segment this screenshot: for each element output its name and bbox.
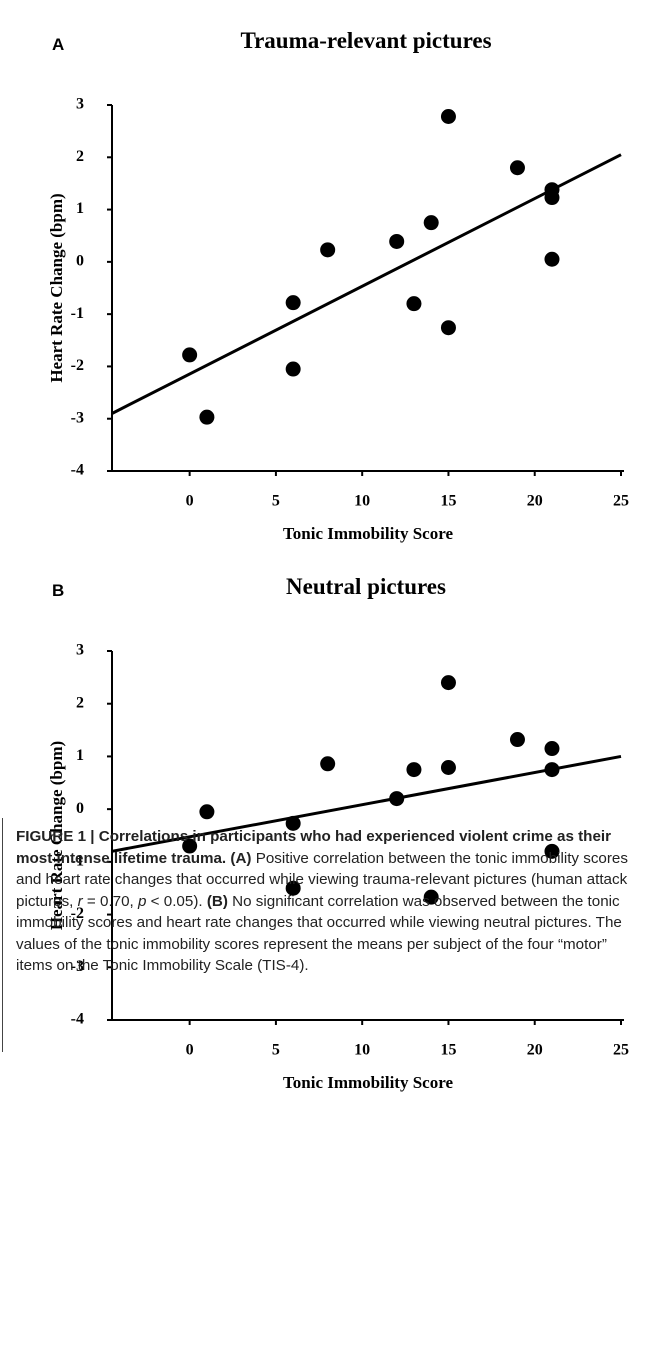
panel-label: B <box>52 581 64 600</box>
x-tick-label: 20 <box>527 1042 543 1059</box>
y-tick-label: -2 <box>71 357 84 374</box>
caption: FIGURE 1 | Correlations in participants … <box>16 826 646 977</box>
point <box>320 242 336 258</box>
point <box>440 320 456 336</box>
caption-text: Positive correlation between the tonic i… <box>16 849 628 910</box>
y-tick-label: 0 <box>76 253 84 270</box>
chart-title: Trauma-relevant pictures <box>240 28 491 53</box>
x-axis-label: Tonic Immobility Score <box>283 1073 453 1092</box>
y-tick-label: 3 <box>76 96 84 113</box>
point <box>199 804 215 820</box>
caption-text: p <box>138 892 147 910</box>
point <box>199 409 215 425</box>
caption-text: (A) <box>230 849 252 867</box>
caption-text: = 0.70, <box>82 892 138 910</box>
y-tick-label: -1 <box>71 305 84 322</box>
point <box>285 880 301 896</box>
point <box>182 838 198 854</box>
y-tick-label: 2 <box>76 148 84 165</box>
y-axis-label: Heart Rate Change (bpm) <box>47 741 66 930</box>
x-axis-label: Tonic Immobility Score <box>283 524 453 543</box>
point <box>509 732 525 748</box>
x-tick-label: 0 <box>186 1042 194 1059</box>
panel-label: A <box>52 35 64 54</box>
point <box>389 791 405 807</box>
point <box>285 815 301 831</box>
point <box>406 296 422 312</box>
y-axis-label: Heart Rate Change (bpm) <box>47 193 66 382</box>
point <box>423 215 439 231</box>
point <box>544 741 560 757</box>
y-tick-label: -1 <box>71 853 84 870</box>
point <box>440 675 456 691</box>
figure: A Trauma-relevant pictures -4 -3 -2 -1 0 1 2 3 0 5 1… <box>47 28 629 1092</box>
caption-text: No significant correlation was observed … <box>16 892 622 975</box>
caption-text: FIGURE 1 | Correlations in participants … <box>16 828 612 867</box>
x-tick-label: 0 <box>186 493 194 510</box>
point <box>285 295 301 311</box>
y-tick-label: -4 <box>71 1011 84 1028</box>
x-tick-label: 10 <box>354 1042 370 1059</box>
caption-text: (B) <box>206 892 228 910</box>
x-tick-label: 25 <box>613 1042 629 1059</box>
point <box>423 889 439 905</box>
x-tick-label: 15 <box>440 493 456 510</box>
x-tick-label: 5 <box>272 493 280 510</box>
point <box>406 762 422 778</box>
point <box>544 843 560 859</box>
point <box>320 756 336 772</box>
x-tick-label: 20 <box>527 493 543 510</box>
y-tick-label: -3 <box>71 409 84 426</box>
caption-text: < 0.05). <box>146 892 207 910</box>
x-tick-label: 10 <box>354 493 370 510</box>
point <box>182 347 198 363</box>
y-tick-label: -3 <box>71 958 84 975</box>
point <box>544 190 560 206</box>
y-tick-label: 0 <box>76 800 84 817</box>
point <box>544 762 560 778</box>
point <box>389 233 405 249</box>
trend-line <box>111 754 622 853</box>
point <box>440 759 456 775</box>
x-tick-label: 25 <box>613 493 629 510</box>
chart-title: Neutral pictures <box>286 574 446 599</box>
y-tick-label: -4 <box>71 462 84 479</box>
trend-line <box>111 153 622 415</box>
y-tick-label: -2 <box>71 905 84 922</box>
point <box>285 361 301 377</box>
y-tick-label: 2 <box>76 694 84 711</box>
point <box>440 109 456 125</box>
point <box>544 251 560 267</box>
caption-border <box>2 818 3 1052</box>
x-tick-label: 15 <box>440 1042 456 1059</box>
caption-text: r <box>77 892 83 910</box>
point <box>509 160 525 176</box>
x-tick-label: 5 <box>272 1042 280 1059</box>
y-tick-label: 1 <box>76 200 84 217</box>
y-tick-label: 3 <box>76 642 84 659</box>
y-tick-label: 1 <box>76 747 84 764</box>
